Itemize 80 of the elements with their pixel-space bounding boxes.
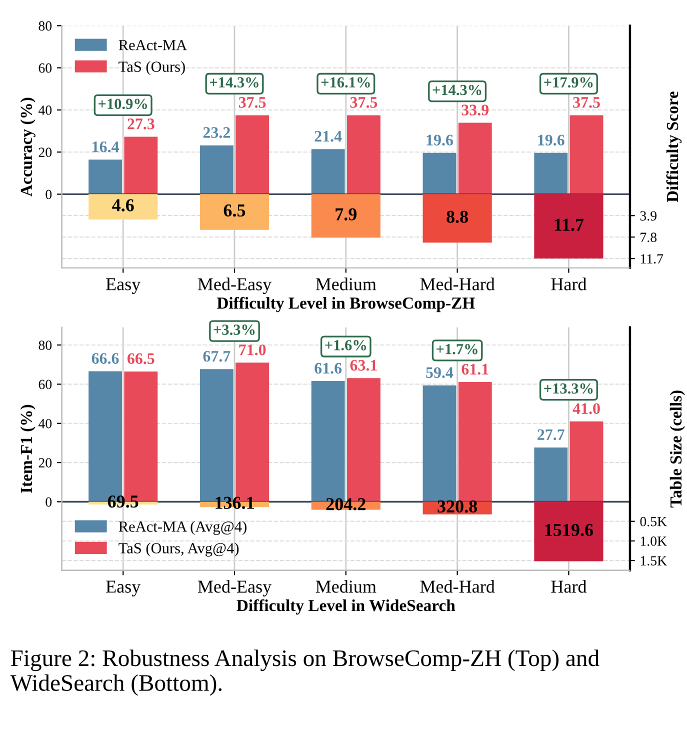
y-tick-label: 40 (38, 106, 52, 115)
data-label: 8.8 (446, 210, 468, 223)
data-label: 59.4 (426, 367, 454, 378)
y-tick-label: 20 (38, 148, 52, 158)
data-label: 19.6 (538, 134, 564, 146)
annotation: +14.3% (210, 77, 258, 88)
y2-axis-title: Difficulty Score (666, 92, 682, 202)
y-axis-title: Accuracy (%) (20, 98, 36, 196)
x-tick-label: Easy (106, 580, 141, 596)
legend-label: TaS (Ours) (118, 61, 185, 75)
x-axis-title: Difficulty Level in WideSearch (236, 599, 456, 615)
x-tick-label: Easy (106, 278, 141, 294)
data-label: 66.6 (92, 353, 119, 364)
bar (422, 194, 492, 243)
y-tick-label: 80 (38, 340, 52, 350)
data-label: 33.9 (462, 104, 489, 116)
bar (311, 194, 380, 238)
legend-label: ReAct-MA (Avg@4) (118, 521, 246, 535)
bar (534, 194, 604, 259)
y-tick-label: 20 (38, 458, 52, 468)
data-label: 71.0 (239, 344, 266, 356)
annotation: +17.9% (544, 77, 593, 88)
y2-tick-label: 0.5K (640, 516, 667, 526)
data-label: 66.5 (127, 353, 154, 364)
x-tick-label: Med-Easy (198, 580, 272, 596)
data-label: 41.0 (572, 403, 600, 414)
legend-label: TaS (Ours, Avg@4) (118, 542, 239, 557)
data-label: 7.9 (336, 208, 357, 220)
data-label: 1519.6 (545, 524, 594, 536)
y2-tick-label: 3.9 (640, 211, 656, 221)
data-label: 27.7 (538, 429, 564, 440)
data-label: 63.1 (350, 360, 377, 371)
y-tick-label: 80 (38, 21, 52, 31)
annotation: +16.1% (321, 77, 370, 88)
x-tick-label: Med-Easy (198, 278, 272, 294)
x-tick-label: Hard (551, 580, 587, 593)
legend-label: ReAct-MA (118, 40, 187, 50)
y2-tick-label: 11.7 (640, 254, 664, 264)
x-tick-label: Hard (551, 278, 587, 290)
annotation: +13.3% (544, 383, 593, 394)
data-label: 19.6 (426, 134, 453, 146)
annotation: +14.3% (432, 84, 482, 96)
bar (200, 194, 270, 230)
data-label: 11.7 (554, 218, 584, 231)
y-tick-label: 40 (38, 418, 52, 428)
bar (534, 502, 604, 562)
data-label: 4.6 (112, 199, 134, 212)
data-label: 23.2 (203, 127, 230, 138)
data-label: 37.5 (350, 97, 378, 108)
y2-tick-label: 1.0K (640, 536, 667, 546)
data-label: 67.7 (203, 350, 230, 362)
y2-tick-label: 1.5K (640, 556, 667, 566)
x-tick-label: Med-Hard (420, 278, 495, 290)
y-tick-label: 0 (46, 497, 52, 507)
data-label: 27.3 (128, 118, 154, 130)
y2-tick-label: 7.8 (640, 232, 657, 242)
x-tick-label: Medium (316, 580, 376, 593)
data-label: 6.5 (224, 204, 246, 217)
x-axis-title: Difficulty Level in BrowseComp-ZH (216, 296, 475, 312)
data-label: 37.5 (238, 97, 266, 108)
y2-axis-title: Table Size (cells) (670, 390, 685, 508)
x-tick-label: Med-Hard (420, 580, 495, 593)
bar (88, 194, 158, 220)
y-tick-label: 60 (38, 380, 52, 390)
data-label: 204.2 (326, 498, 366, 510)
caption: Figure 2: Robustness Analysis on BrowseComp-ZH (Top) and WideSearch (Bottom). (10, 650, 600, 696)
y-axis-title: Item-F1 (%) (20, 404, 36, 493)
data-label: 37.5 (573, 97, 600, 108)
annotation: +1.6% (325, 340, 366, 350)
data-label: 61.1 (462, 364, 488, 375)
annotation: +1.7% (436, 344, 478, 354)
data-label: 61.6 (314, 362, 342, 374)
y-tick-label: 0 (46, 190, 52, 200)
data-label: 16.4 (92, 142, 119, 152)
annotation: +10.9% (98, 98, 148, 110)
annotation: +3.3% (214, 324, 255, 335)
data-label: 320.8 (438, 500, 478, 513)
y-tick-label: 60 (38, 63, 52, 73)
x-tick-label: Medium (316, 278, 376, 290)
data-label: 21.4 (314, 130, 342, 142)
